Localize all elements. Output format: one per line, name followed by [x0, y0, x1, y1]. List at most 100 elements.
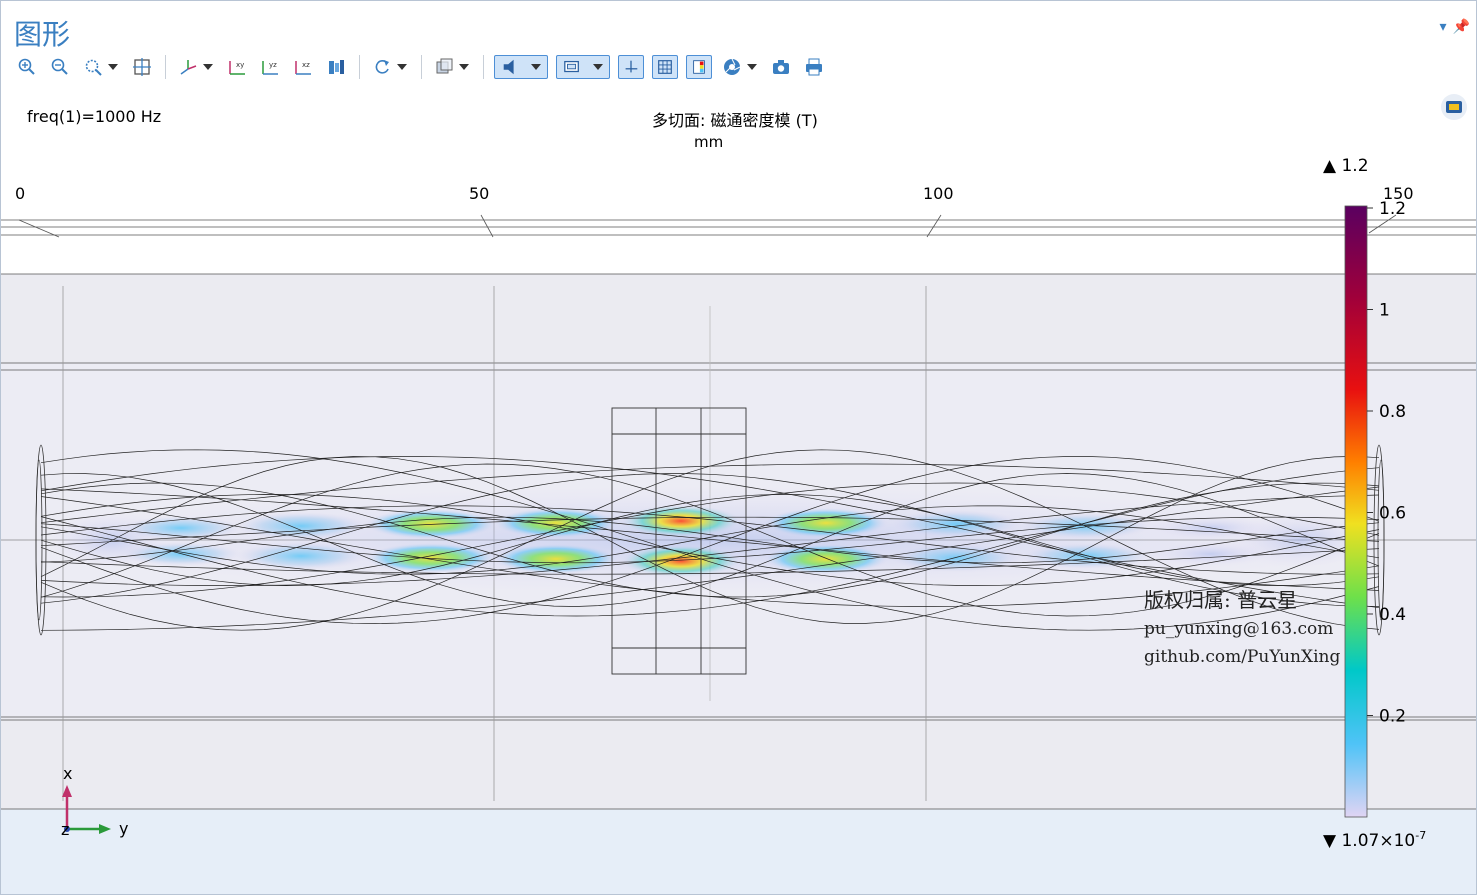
lighting-icon [503, 59, 514, 75]
transparency-button[interactable] [432, 55, 456, 79]
grid-toggle[interactable] [652, 55, 678, 79]
coil-wire [40, 467, 1380, 617]
zoom-extents-icon [133, 58, 151, 76]
grid-icon [658, 60, 672, 74]
lighting-toggle[interactable] [494, 55, 548, 79]
coil-wire [40, 449, 1380, 631]
print-button[interactable] [802, 55, 826, 79]
rotate-icon [375, 60, 389, 74]
graphics-sidebar-button[interactable] [1441, 94, 1467, 120]
camera-dropdown[interactable] [747, 55, 757, 79]
collapse-icon[interactable]: ▾ [1439, 19, 1447, 35]
chevron-down-icon [531, 64, 541, 70]
coil-wire [40, 456, 1380, 624]
coil-wire [40, 463, 1380, 524]
zoom-box-button[interactable] [81, 55, 105, 79]
coil-wire [40, 548, 1380, 575]
plot-title: 多切面: 磁通密度模 (T) [652, 111, 818, 130]
zoom-extents-button[interactable] [130, 55, 154, 79]
coil-wire [40, 482, 1380, 598]
camera-settings-button[interactable] [720, 55, 744, 79]
coil-wire [40, 505, 1380, 575]
bottom-band [1, 809, 1476, 894]
coil-end-caps [35, 444, 1385, 636]
render-button[interactable] [324, 55, 348, 79]
axis-orientation-button[interactable] [176, 55, 200, 79]
chevron-down-icon [397, 64, 407, 70]
core-block [611, 407, 747, 675]
view-xz-button[interactable]: xz [291, 55, 315, 79]
chevron-down-icon [747, 64, 757, 70]
title-controls: ▾ 📌 [1440, 19, 1470, 35]
coil-wire [40, 473, 1380, 607]
svg-text:yz: yz [269, 61, 277, 69]
chevron-down-icon [459, 64, 469, 70]
scene-icon [564, 60, 579, 73]
zoom-in-button[interactable] [15, 55, 39, 79]
coil-wire [40, 456, 1380, 624]
window-title: 图形 [14, 18, 71, 51]
view-yz-icon: yz [262, 61, 278, 75]
view-xy-icon: xy [229, 61, 245, 75]
colorbar-ticks: 1.2 1 0.8 0.6 0.4 0.2 [1367, 199, 1406, 727]
coil-wire [40, 505, 1380, 575]
axis-orientation-icon [180, 60, 197, 75]
axis-triad: x y z [61, 764, 128, 839]
zoom-out-button[interactable] [48, 55, 72, 79]
coil-wire [40, 473, 1380, 607]
colorbar-min-label: ▼ 1.07×10-7 [1323, 829, 1426, 851]
colorbar-tick-label: 0.6 [1379, 504, 1406, 524]
graphics-toolbar: xy yz xz [15, 53, 835, 81]
view-xz-icon: xz [295, 61, 311, 75]
coil-wire [40, 463, 1380, 617]
axis-ticks [18, 214, 1397, 238]
colorbar-tick-label: 0.2 [1379, 707, 1406, 727]
view-yz-button[interactable]: yz [258, 55, 282, 79]
toolbar-separator [165, 55, 166, 79]
axis-tick-100: 100 [923, 184, 954, 203]
toolbar-separator [483, 55, 484, 79]
coil-wire [40, 488, 1380, 591]
pin-icon[interactable]: 📌 [1452, 19, 1470, 35]
axis-tick-50: 50 [469, 184, 489, 203]
zoom-dropdown[interactable] [108, 55, 118, 79]
chevron-down-icon [203, 64, 213, 70]
coil-wire [40, 516, 1380, 547]
chevron-down-icon [108, 64, 118, 70]
colorbar-toggle[interactable] [686, 55, 712, 79]
svg-text:xz: xz [302, 61, 310, 69]
axis-toggle[interactable] [618, 55, 644, 79]
zoom-box-icon [85, 59, 102, 76]
toolbar-separator [359, 55, 360, 79]
watermark-owner: 版权归属: 普云星 [1144, 588, 1297, 612]
colorbar [1344, 205, 1368, 818]
svg-text:xy: xy [236, 61, 244, 69]
camera-icon [773, 60, 789, 74]
colorbar-icon [693, 60, 705, 74]
transparency-icon [436, 58, 453, 74]
watermark-email: pu_yunxing@163.com [1144, 619, 1333, 639]
plot-unit: mm [694, 133, 724, 151]
view-xy-button[interactable]: xy [225, 55, 249, 79]
axis-icon [625, 60, 638, 73]
orientation-dropdown[interactable] [203, 55, 213, 79]
triad-x-label: x [63, 764, 72, 783]
scene-toggle[interactable] [556, 55, 610, 79]
coil-wire [40, 516, 1380, 564]
colorbar-tick-label: 0.8 [1379, 402, 1406, 422]
toolbar-separator [421, 55, 422, 79]
model-view-icon [1446, 101, 1462, 113]
rotate-button[interactable] [370, 55, 394, 79]
watermark-github: github.com/PuYunXing [1144, 647, 1340, 667]
triad-z-label: z [61, 820, 69, 839]
coil-wire [40, 516, 1380, 564]
transparency-dropdown[interactable] [459, 55, 469, 79]
screenshot-button[interactable] [769, 55, 793, 79]
frequency-label: freq(1)=1000 Hz [27, 107, 162, 126]
zoom-out-icon [51, 58, 68, 75]
rotate-dropdown[interactable] [397, 55, 407, 79]
colorbar-tick-label: 1.2 [1379, 199, 1406, 219]
colorbar-max-label: ▲ 1.2 [1323, 156, 1369, 176]
